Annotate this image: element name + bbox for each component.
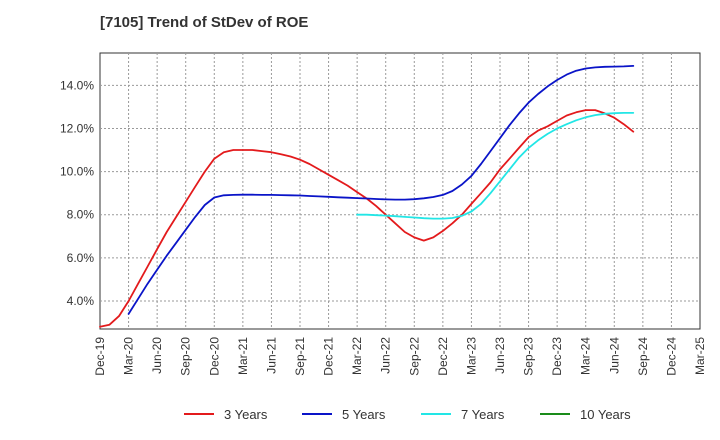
legend-label: 3 Years — [224, 407, 268, 422]
grid-layer — [100, 53, 700, 329]
y-tick-label: 6.0% — [67, 251, 95, 265]
y-tick-label: 10.0% — [60, 165, 94, 179]
axis-layer: Dec-19 Mar-20 Jun-20 Sep-20 Dec-20 Mar-21 Jun-… — [60, 78, 707, 375]
x-tick-label: Mar-23 — [464, 337, 478, 375]
x-tick-label: Sep-22 — [407, 337, 421, 376]
x-tick-label: Dec-21 — [322, 337, 336, 376]
x-tick-label: Sep-21 — [293, 337, 307, 376]
x-tick-label: Jun-20 — [150, 337, 164, 374]
x-tick-label: Jun-21 — [264, 337, 278, 374]
plot-area — [99, 52, 701, 330]
series-line-7-years — [356, 112, 635, 220]
legend: 3 Years 5 Years 7 Years 10 Years — [184, 407, 631, 422]
x-tick-label: Dec-24 — [664, 337, 678, 376]
x-tick-label: Mar-24 — [579, 337, 593, 375]
x-tick-label: Sep-23 — [522, 337, 536, 376]
y-tick-label: 4.0% — [67, 294, 95, 308]
series-layer — [99, 65, 635, 328]
legend-label: 7 Years — [461, 407, 505, 422]
x-tick-label: Sep-24 — [636, 337, 650, 376]
x-tick-label: Dec-20 — [207, 337, 221, 376]
y-tick-label: 14.0% — [60, 78, 94, 92]
x-tick-label: Dec-19 — [93, 337, 107, 376]
y-tick-label: 12.0% — [60, 121, 94, 135]
x-tick-label: Sep-20 — [179, 337, 193, 376]
legend-label: 5 Years — [342, 407, 386, 422]
x-tick-label: Jun-23 — [493, 337, 507, 374]
x-tick-label: Jun-22 — [379, 337, 393, 374]
legend-label: 10 Years — [580, 407, 631, 422]
x-tick-label: Mar-21 — [236, 337, 250, 375]
y-tick-label: 8.0% — [67, 208, 95, 222]
x-tick-label: Dec-23 — [550, 337, 564, 376]
chart-title: [7105] Trend of StDev of ROE — [100, 14, 309, 31]
x-tick-label: Mar-22 — [350, 337, 364, 375]
x-tick-label: Dec-22 — [436, 337, 450, 376]
series-line-5-years — [127, 65, 635, 315]
x-tick-label: Jun-24 — [607, 337, 621, 374]
x-tick-label: Mar-20 — [122, 337, 136, 375]
x-tick-label: Mar-25 — [693, 337, 707, 375]
